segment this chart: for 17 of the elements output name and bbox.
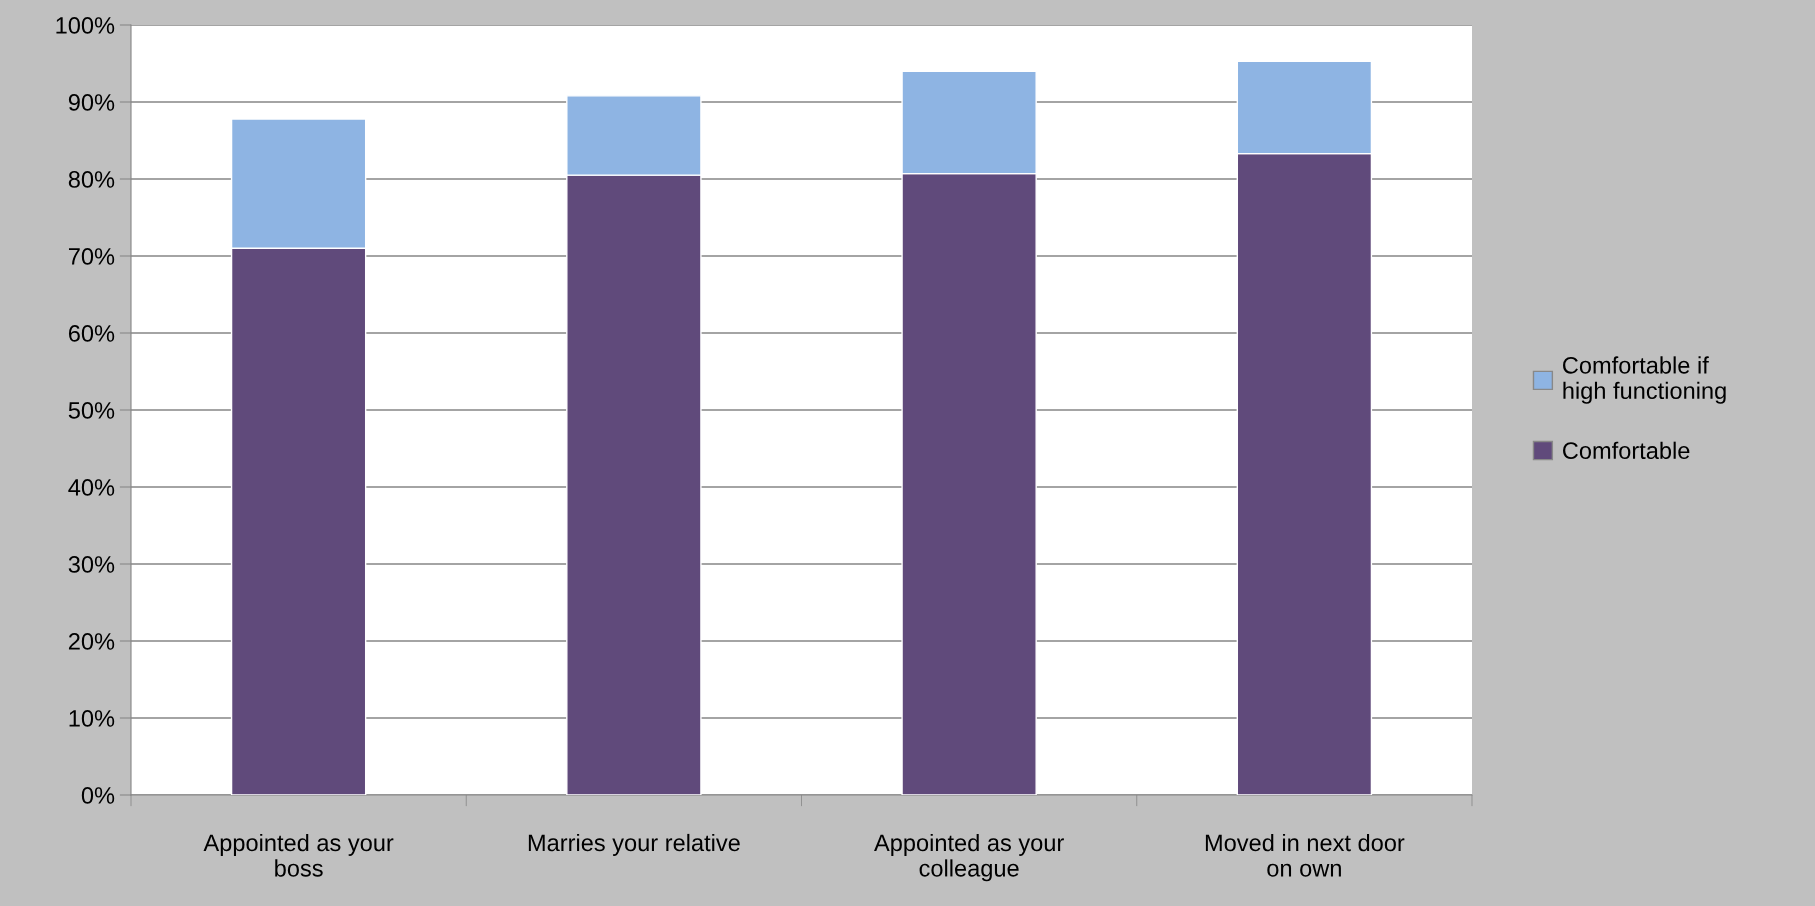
x-tick-label: Appointed as your colleague: [874, 833, 1064, 882]
x-tick-label: Appointed as your boss: [203, 833, 394, 877]
y-tick-label: 0%: [81, 787, 115, 804]
y-tick-label: 20%: [68, 633, 115, 650]
y-tick-label: 30%: [68, 556, 115, 573]
y-tick-label: 50%: [68, 402, 115, 419]
y-tick-label: 90%: [68, 94, 115, 111]
x-tick-label: Marries your relative: [528, 833, 740, 856]
y-tick-label: 10%: [69, 710, 115, 727]
x-tick-label: Moved in next door on own: [1205, 833, 1405, 877]
y-tick-label: 80%: [68, 171, 115, 188]
legend-label: Comfortable: [1563, 441, 1690, 460]
y-tick-label: 100%: [56, 17, 115, 34]
y-tick-label: 70%: [68, 248, 115, 265]
y-tick-label: 60%: [68, 325, 115, 342]
legend-label: Comfortable if high functioning: [1563, 356, 1726, 404]
y-tick-label: 40%: [68, 479, 115, 496]
